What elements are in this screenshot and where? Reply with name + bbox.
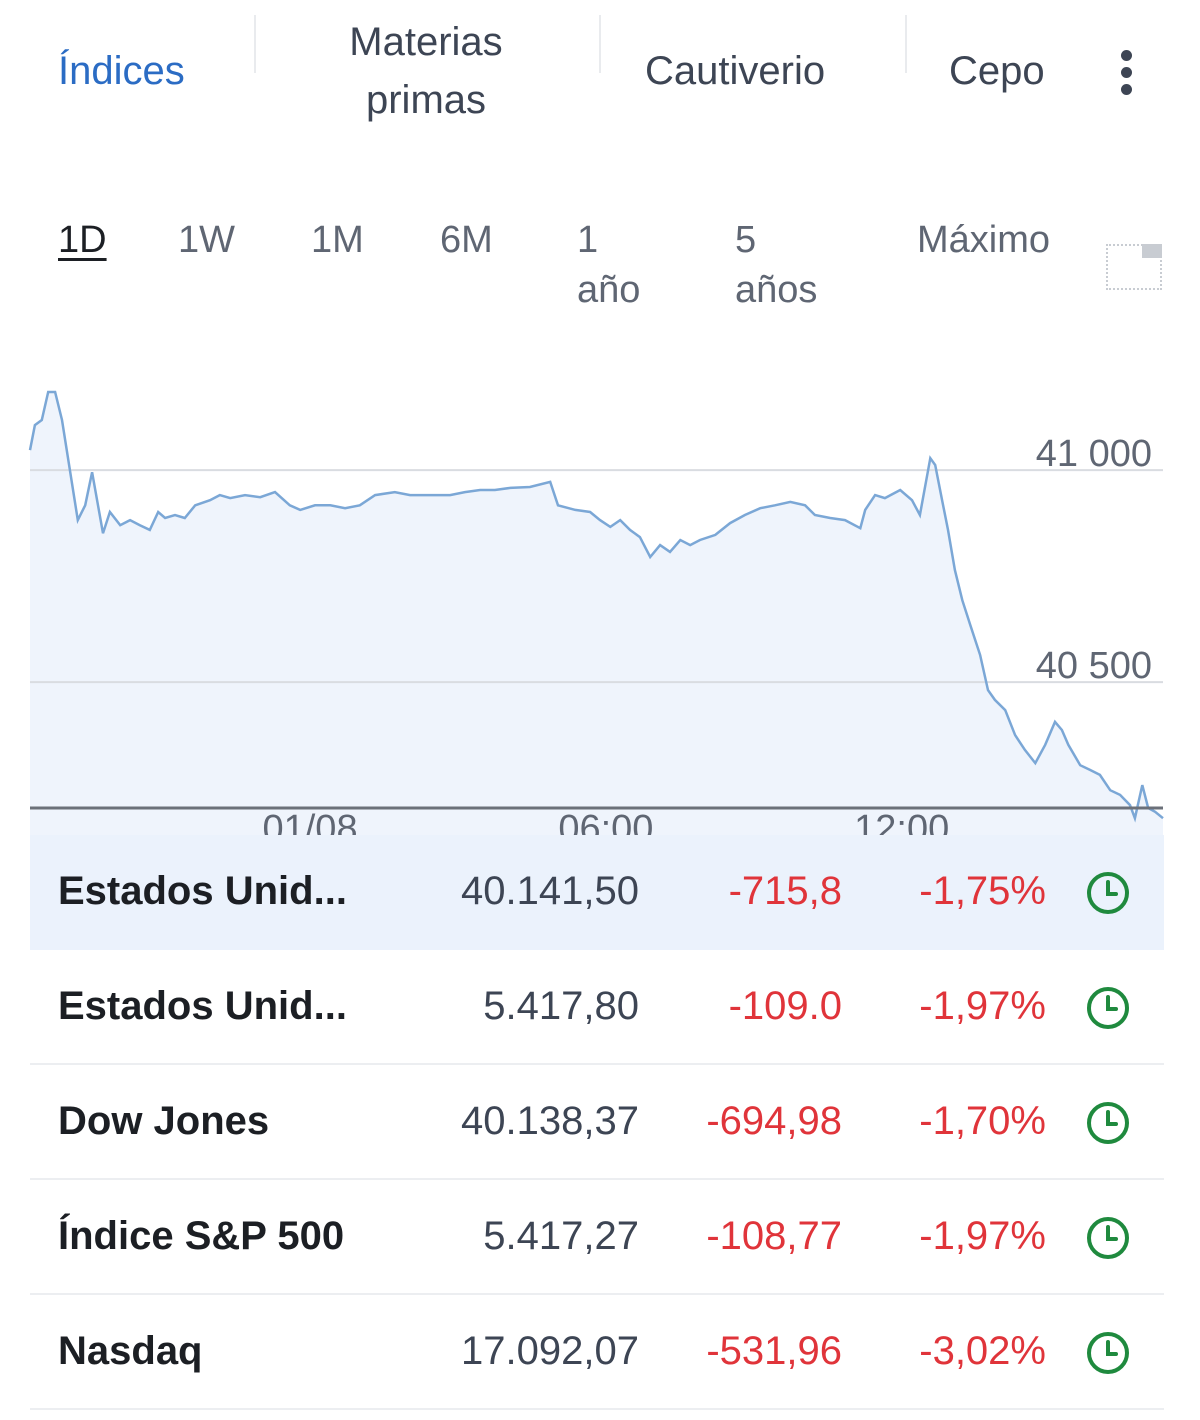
- range-1d[interactable]: 1D: [58, 219, 107, 261]
- clock-icon: [1087, 987, 1129, 1029]
- clock-icon: [1087, 1102, 1129, 1144]
- quote-price: 40.138,37: [461, 1099, 639, 1143]
- quote-row[interactable]: Índice S&P 500 5.417,27 -108,77 -1,97%: [30, 1180, 1164, 1295]
- tab-divider: [599, 15, 601, 73]
- quote-percent: -1,75%: [919, 869, 1046, 913]
- quote-percent: -3,02%: [919, 1329, 1046, 1373]
- quote-change: -715,8: [728, 869, 842, 913]
- tab-cepo[interactable]: Cepo: [949, 49, 1045, 93]
- tab-divider: [254, 15, 256, 73]
- range-1w[interactable]: 1W: [178, 219, 235, 261]
- quote-price: 5.417,27: [483, 1214, 639, 1258]
- y-tick-label: 41 000: [1036, 433, 1152, 475]
- quote-name: Nasdaq: [58, 1329, 203, 1373]
- range-1m[interactable]: 1M: [311, 219, 364, 261]
- quote-name: Índice S&P 500: [58, 1214, 345, 1258]
- quote-percent: -1,97%: [919, 984, 1046, 1028]
- quote-name: Dow Jones: [58, 1099, 270, 1143]
- clock-icon: [1087, 872, 1129, 914]
- quote-percent: -1,97%: [919, 1214, 1046, 1258]
- quote-price: 40.141,50: [461, 869, 639, 913]
- tab-indices[interactable]: Índices: [58, 49, 185, 93]
- quote-name: Estados Unid...: [58, 984, 347, 1028]
- chart-area-fill: [30, 392, 1163, 850]
- quote-price: 17.092,07: [461, 1329, 639, 1373]
- quote-price: 5.417,80: [483, 984, 639, 1028]
- range-6m[interactable]: 6M: [440, 219, 493, 261]
- tab-divider: [905, 15, 907, 73]
- quote-row[interactable]: Dow Jones 40.138,37 -694,98 -1,70%: [30, 1065, 1164, 1180]
- quote-change: -108,77: [706, 1214, 842, 1258]
- quote-percent: -1,70%: [919, 1099, 1046, 1143]
- expand-chart-icon[interactable]: [1106, 244, 1162, 290]
- clock-icon: [1087, 1217, 1129, 1259]
- quote-change: -531,96: [706, 1329, 842, 1373]
- quote-row[interactable]: Nasdaq 17.092,07 -531,96 -3,02%: [30, 1295, 1164, 1410]
- tab-cautiverio[interactable]: Cautiverio: [645, 49, 826, 93]
- range-5-anos[interactable]: 5 años: [735, 219, 818, 311]
- quote-change: -109.0: [728, 984, 842, 1028]
- quote-row[interactable]: Estados Unid... 5.417,80 -109.0 -1,97%: [30, 950, 1164, 1065]
- vertical-dots-icon[interactable]: [1115, 50, 1137, 100]
- price-line: [28, 390, 1164, 823]
- clock-icon: [1087, 1332, 1129, 1374]
- tab-materias-primas[interactable]: Materias primas: [349, 20, 503, 122]
- quote-change: -694,98: [706, 1099, 842, 1143]
- y-tick-label: 40 500: [1036, 645, 1152, 687]
- quote-name: Estados Unid...: [58, 869, 347, 913]
- quote-row[interactable]: Estados Unid... 40.141,50 -715,8 -1,75%: [30, 835, 1164, 950]
- range-1-ano[interactable]: 1 año: [577, 219, 641, 311]
- range-maximo[interactable]: Máximo: [917, 219, 1051, 261]
- category-tabs: Índices Materias primas Cautiverio Cepo: [0, 0, 1200, 140]
